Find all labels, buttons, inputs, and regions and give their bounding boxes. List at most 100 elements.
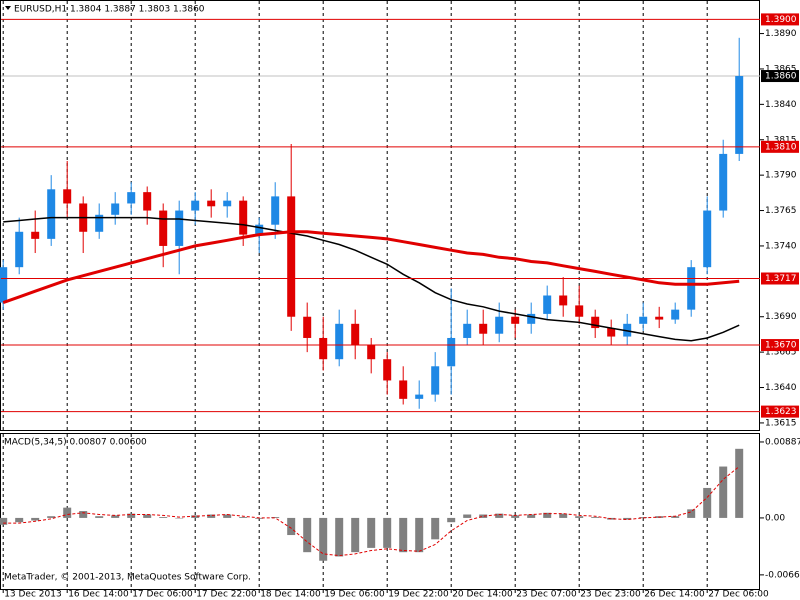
y-tick-label: 1.3690 <box>765 312 797 322</box>
macd-bar <box>303 517 312 553</box>
macd-bar <box>47 516 56 518</box>
x-tick-label: 20 Dec 14:00 <box>452 590 513 600</box>
x-tick-label: 17 Dec 22:00 <box>196 590 257 600</box>
candle-body <box>159 210 168 246</box>
candle-body <box>15 231 24 268</box>
macd-bar <box>415 517 424 553</box>
level-tag <box>761 272 799 285</box>
candle-body <box>175 210 184 246</box>
macd-bar <box>703 487 712 518</box>
macd-bar <box>463 514 472 518</box>
candle-body <box>655 316 664 320</box>
macd-bar <box>15 517 24 523</box>
candle-body <box>335 323 344 360</box>
candle-body <box>191 200 200 211</box>
macd-bar <box>31 517 40 521</box>
y-tick-label: 1.3765 <box>765 206 797 216</box>
macd-bar <box>591 517 600 518</box>
menu-arrow <box>5 6 11 10</box>
moving-average <box>2 230 740 305</box>
main-panel <box>0 0 760 431</box>
macd-bar <box>479 514 488 518</box>
candle-body <box>239 200 248 235</box>
macd-bar <box>383 517 392 548</box>
last-price-tag <box>761 70 799 83</box>
macd-bar <box>127 513 136 518</box>
x-tick-label: 19 Dec 06:00 <box>324 590 385 600</box>
level-label: 1.3670 <box>765 341 797 351</box>
candle-body <box>95 214 104 232</box>
macd-bar <box>175 517 184 519</box>
moving-average <box>3 216 740 342</box>
macd-bar <box>367 517 376 548</box>
candle-body <box>127 192 136 204</box>
y-tick-label: 0.00887 <box>765 437 800 447</box>
macd-bar <box>335 517 344 557</box>
macd-bar <box>671 516 680 518</box>
candle-body <box>479 323 488 334</box>
candle-body <box>415 394 424 399</box>
candle-body <box>383 359 392 381</box>
macd-bar <box>223 514 232 518</box>
candle-body <box>447 337 456 367</box>
macd-bar <box>399 517 408 553</box>
candle-body <box>63 189 72 204</box>
macd-bar <box>159 517 168 518</box>
macd-bar <box>559 513 568 518</box>
level-tag <box>761 405 799 418</box>
macd-bar <box>719 466 728 518</box>
candle-body <box>0 267 8 303</box>
candle-body <box>47 189 56 239</box>
candle-body <box>687 267 696 310</box>
y-tick-label: 0.00 <box>765 513 785 523</box>
macd-bar <box>447 517 456 523</box>
macd-panel <box>0 433 760 590</box>
x-tick-label: 18 Dec 14:00 <box>260 590 321 600</box>
macd-bar <box>527 514 536 518</box>
macd-bar <box>543 512 552 518</box>
x-tick-label: 23 Dec 23:00 <box>580 590 641 600</box>
candle-body <box>303 316 312 338</box>
candle-body <box>719 153 728 211</box>
y-tick-label: 1.3865 <box>765 64 797 74</box>
macd-bar <box>735 448 744 518</box>
macd-bar <box>623 517 632 520</box>
candle-body <box>399 380 408 399</box>
y-tick-label: 1.3665 <box>765 348 797 358</box>
candle-body <box>31 231 40 239</box>
macd-bar <box>431 517 440 540</box>
signal-line <box>3 466 740 557</box>
y-tick-label: 1.3615 <box>765 418 797 428</box>
candle-body <box>271 196 280 225</box>
macd-bar <box>287 517 296 536</box>
macd-bar <box>111 515 120 518</box>
candle-body <box>639 316 648 324</box>
candle-body <box>223 200 232 207</box>
chart-title: EURUSD,H1 1.3804 1.3887 1.3803 1.3860 <box>14 5 205 15</box>
candle-body <box>319 337 328 360</box>
candle-body <box>207 200 216 207</box>
y-tick-label: 1.3640 <box>765 383 797 393</box>
y-tick-label: 1.3790 <box>765 171 797 181</box>
x-tick-label: 26 Dec 14:00 <box>644 590 705 600</box>
candle-body <box>527 313 536 324</box>
candle-body <box>463 323 472 338</box>
macd-bar <box>239 517 248 518</box>
candle-body <box>607 328 616 337</box>
macd-bar <box>207 514 216 518</box>
candle-body <box>431 366 440 395</box>
macd-bar <box>191 515 200 518</box>
macd-bar <box>495 513 504 518</box>
macd-bar <box>63 507 72 518</box>
macd-bar <box>79 511 88 518</box>
last-price-label: 1.3860 <box>765 72 797 82</box>
footer: MetaTrader, © 2001-2013, MetaQuotes Soft… <box>4 573 251 583</box>
y-tick-label: 1.3890 <box>765 29 797 39</box>
x-tick-label: 23 Dec 07:00 <box>516 590 577 600</box>
candle-body <box>287 196 296 317</box>
macd-bar <box>639 517 648 518</box>
candle-body <box>559 295 568 306</box>
macd-bar <box>319 517 328 561</box>
